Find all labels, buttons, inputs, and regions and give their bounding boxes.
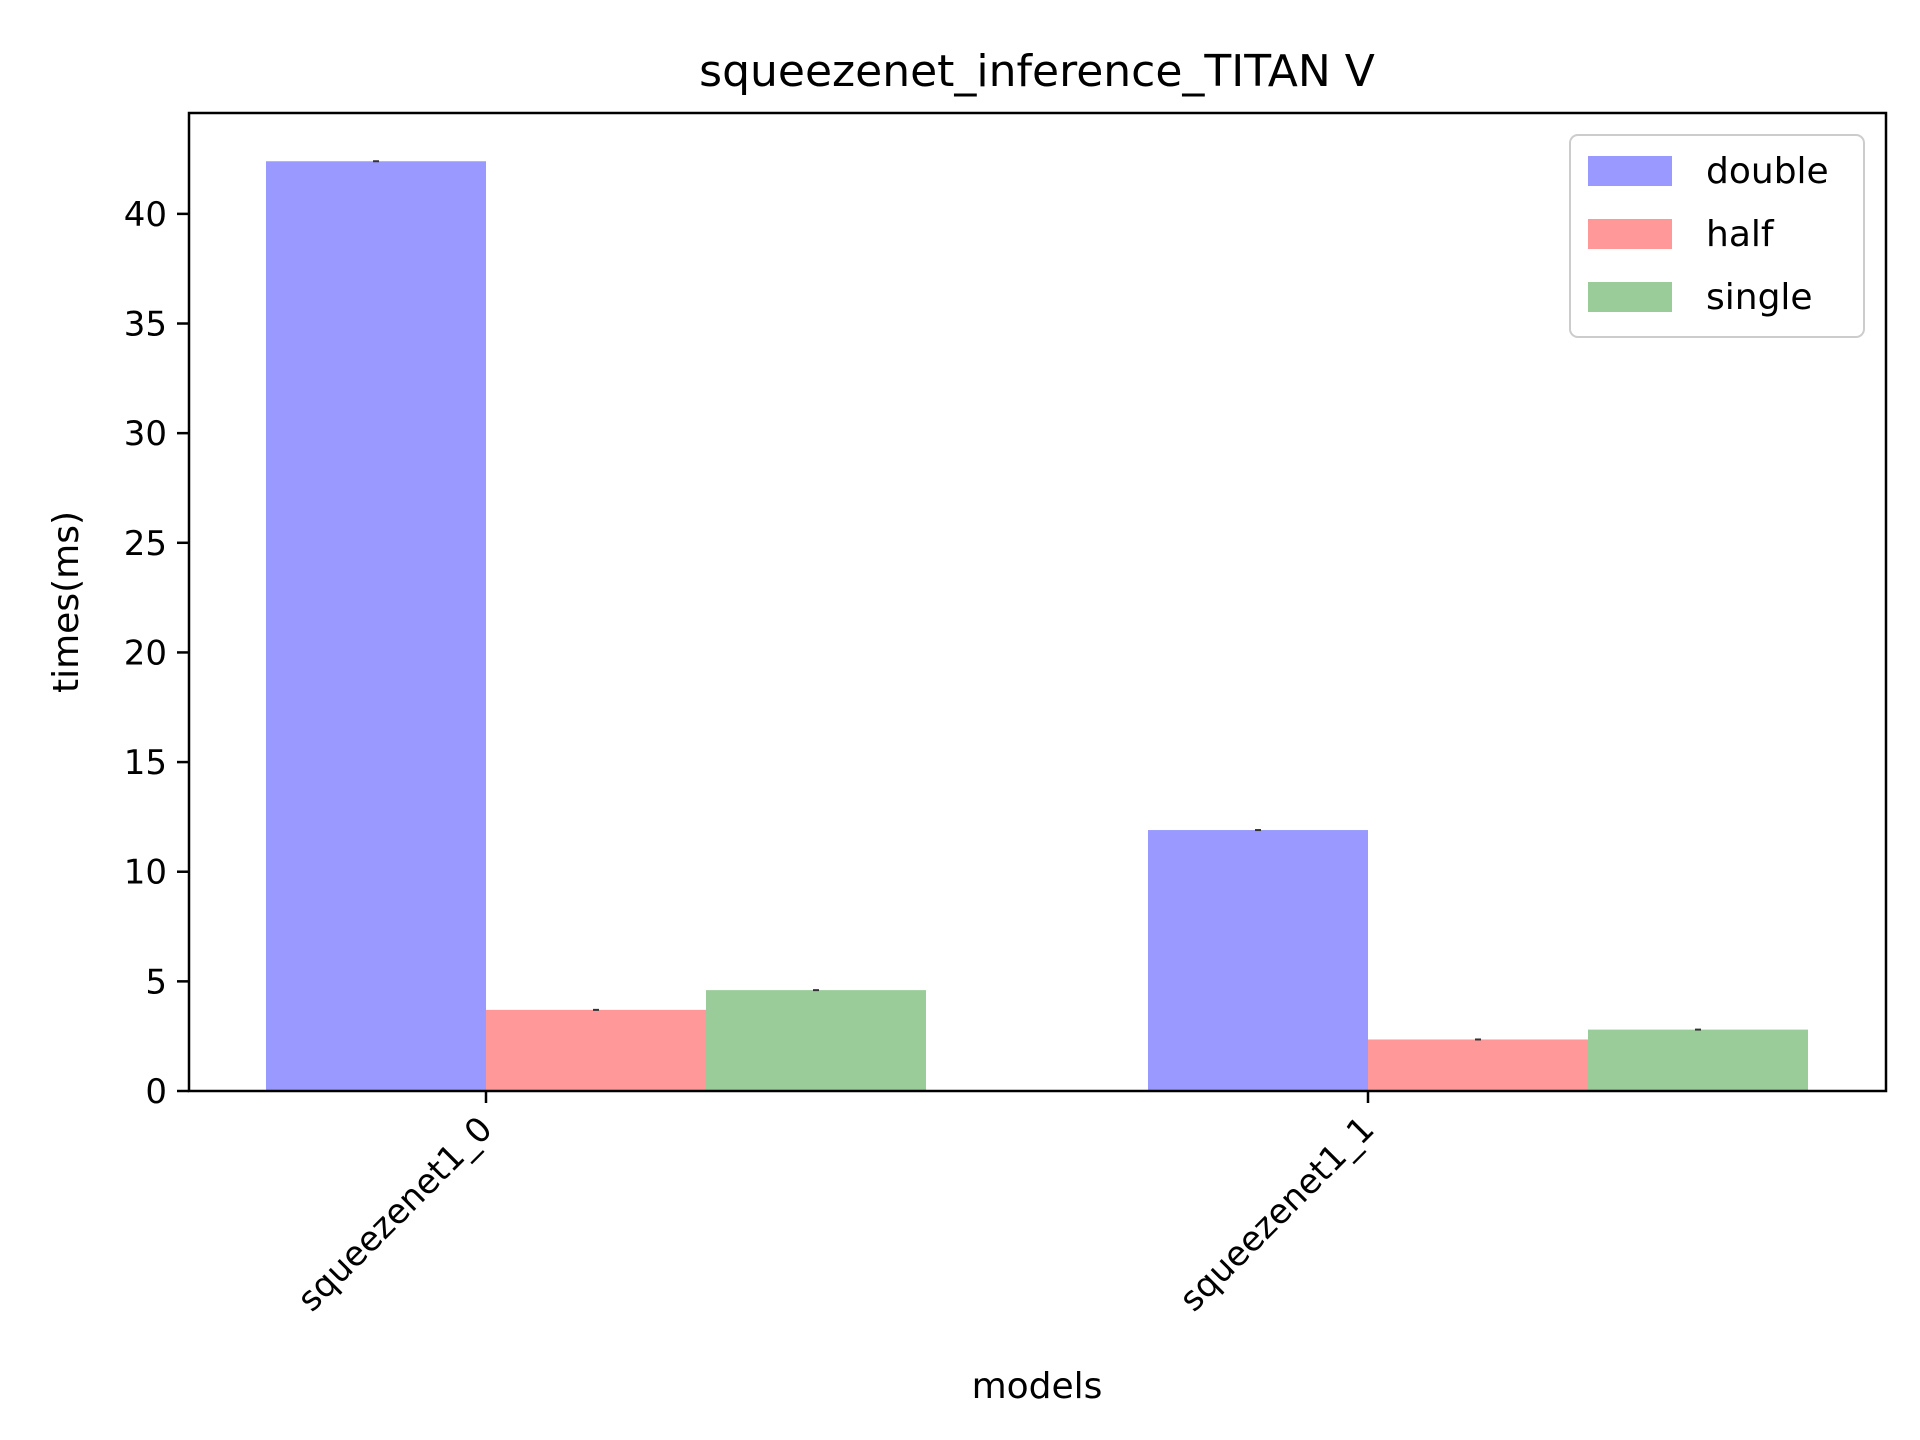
x-axis-label: models <box>972 1366 1103 1407</box>
y-axis: 0 5 10 15 20 25 30 35 40 <box>124 195 189 1112</box>
legend-label-single: single <box>1706 277 1813 318</box>
y-tick-label: 25 <box>124 524 167 564</box>
bar-single-squeezenet1_0 <box>706 990 926 1091</box>
bar-single-squeezenet1_1 <box>1588 1029 1808 1091</box>
bar-double-squeezenet1_0 <box>266 161 486 1091</box>
y-tick-label: 35 <box>124 305 167 345</box>
y-tick-label: 40 <box>124 195 167 235</box>
y-tick-label: 0 <box>145 1072 167 1112</box>
y-tick-label: 20 <box>124 633 167 673</box>
bars <box>266 161 1808 1091</box>
legend-label-half: half <box>1706 214 1775 255</box>
legend-swatch-half <box>1588 219 1672 249</box>
y-tick-label: 5 <box>145 962 167 1002</box>
plot-area <box>187 111 1888 1093</box>
error-bars <box>373 160 1701 1041</box>
y-axis-label: times(ms) <box>46 511 87 693</box>
chart-title: squeezenet_inference_TITAN V <box>699 46 1375 97</box>
y-tick-label: 15 <box>124 743 167 783</box>
y-tick-label: 30 <box>124 414 167 454</box>
y-tick-label: 10 <box>124 853 167 893</box>
legend-label-double: double <box>1706 151 1829 192</box>
legend-entries: double half single <box>1588 151 1829 318</box>
legend: double half single <box>1569 134 1865 338</box>
legend-swatch-double <box>1588 156 1672 186</box>
bar-half-squeezenet1_1 <box>1368 1039 1588 1091</box>
bar-half-squeezenet1_0 <box>486 1009 706 1091</box>
legend-swatch-single <box>1588 282 1672 312</box>
bar-double-squeezenet1_1 <box>1148 830 1368 1091</box>
